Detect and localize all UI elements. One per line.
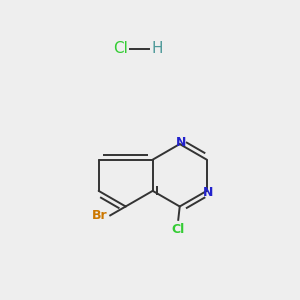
Text: Cl: Cl — [113, 41, 128, 56]
Text: N: N — [203, 186, 213, 199]
Text: N: N — [176, 136, 186, 149]
Text: Cl: Cl — [172, 223, 185, 236]
Text: Br: Br — [92, 209, 107, 222]
Text: H: H — [152, 41, 163, 56]
